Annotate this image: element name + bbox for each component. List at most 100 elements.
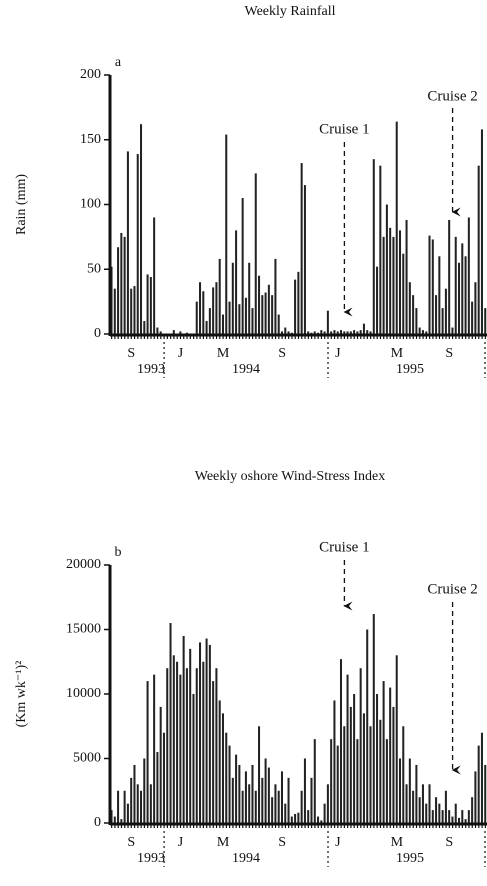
bar	[287, 331, 290, 334]
bar	[221, 713, 224, 823]
year-label: 1993	[137, 362, 165, 377]
bar	[421, 330, 424, 334]
y-tick-label: 5000	[73, 751, 101, 766]
bar	[333, 700, 336, 823]
bar	[480, 732, 483, 823]
bar	[395, 655, 398, 823]
bar	[215, 668, 218, 823]
bar	[330, 739, 333, 823]
bar	[418, 327, 421, 334]
bar	[185, 668, 188, 823]
bar	[372, 159, 375, 334]
bar	[441, 810, 444, 823]
bar	[484, 308, 487, 334]
bar	[297, 812, 300, 823]
bar	[438, 803, 441, 823]
bar	[412, 295, 415, 334]
bar	[359, 668, 362, 823]
bar	[143, 758, 146, 823]
bar	[117, 247, 120, 334]
bar	[415, 764, 418, 823]
x-tick-label: J	[335, 835, 341, 850]
bar	[431, 239, 434, 334]
bar	[392, 706, 395, 823]
bar	[199, 642, 202, 823]
bar	[356, 331, 359, 334]
bar	[431, 810, 434, 823]
bar	[241, 198, 244, 334]
bar	[349, 331, 352, 334]
y-tick-label: 0	[94, 815, 101, 830]
bar	[225, 732, 228, 823]
bar	[353, 694, 356, 823]
bar	[457, 817, 461, 823]
bar	[130, 777, 133, 823]
bar	[454, 803, 457, 823]
bar	[146, 681, 149, 823]
bar	[369, 331, 372, 334]
bar	[208, 308, 211, 334]
bar	[366, 629, 369, 823]
bar	[467, 217, 470, 334]
bar	[113, 288, 116, 334]
bar	[353, 330, 356, 334]
bar	[208, 644, 211, 823]
bar	[395, 121, 398, 335]
bar	[382, 681, 385, 823]
bar	[149, 784, 152, 823]
bar	[231, 262, 234, 334]
x-tick-label: S	[445, 835, 453, 850]
y-tick-label: 100	[80, 197, 101, 212]
bar	[385, 739, 388, 823]
bar	[300, 163, 303, 334]
bar	[415, 308, 418, 334]
bar	[444, 790, 447, 823]
bar	[471, 301, 474, 334]
chart-title: Weekly Rainfall	[244, 4, 335, 19]
bar	[451, 816, 454, 823]
bar	[258, 726, 261, 823]
bar	[362, 323, 365, 334]
bar	[136, 153, 139, 334]
bar	[464, 819, 467, 823]
year-label: 1994	[232, 851, 260, 866]
bar	[425, 803, 428, 823]
bar	[389, 687, 392, 823]
y-tick-label: 20000	[66, 557, 101, 572]
bar	[307, 810, 310, 823]
bar	[408, 282, 411, 334]
bar	[130, 288, 133, 334]
bar	[225, 134, 228, 334]
bar	[303, 758, 306, 823]
bar	[477, 745, 480, 823]
bar	[271, 797, 274, 823]
bar	[261, 295, 264, 334]
bar	[405, 784, 408, 823]
bar	[467, 810, 470, 823]
bar	[333, 330, 336, 334]
bar	[382, 236, 385, 334]
x-tick-label: J	[178, 346, 184, 361]
x-tick-label: M	[391, 835, 404, 850]
bar	[294, 279, 297, 334]
bar	[218, 700, 221, 823]
bar	[185, 332, 188, 334]
bar	[280, 771, 284, 823]
bar	[398, 758, 402, 823]
x-tick-label: M	[217, 346, 230, 361]
bar	[228, 301, 231, 334]
bar	[248, 784, 251, 823]
bar	[123, 236, 126, 334]
bar	[258, 275, 261, 334]
bar	[136, 784, 139, 823]
bar	[113, 816, 116, 823]
bar	[326, 784, 329, 823]
bar	[346, 674, 349, 823]
bar	[457, 262, 461, 334]
bar	[254, 790, 257, 823]
bar	[117, 790, 120, 823]
bar	[241, 790, 244, 823]
bar	[205, 638, 208, 823]
bar	[421, 784, 424, 823]
y-tick-label: 15000	[66, 622, 101, 637]
